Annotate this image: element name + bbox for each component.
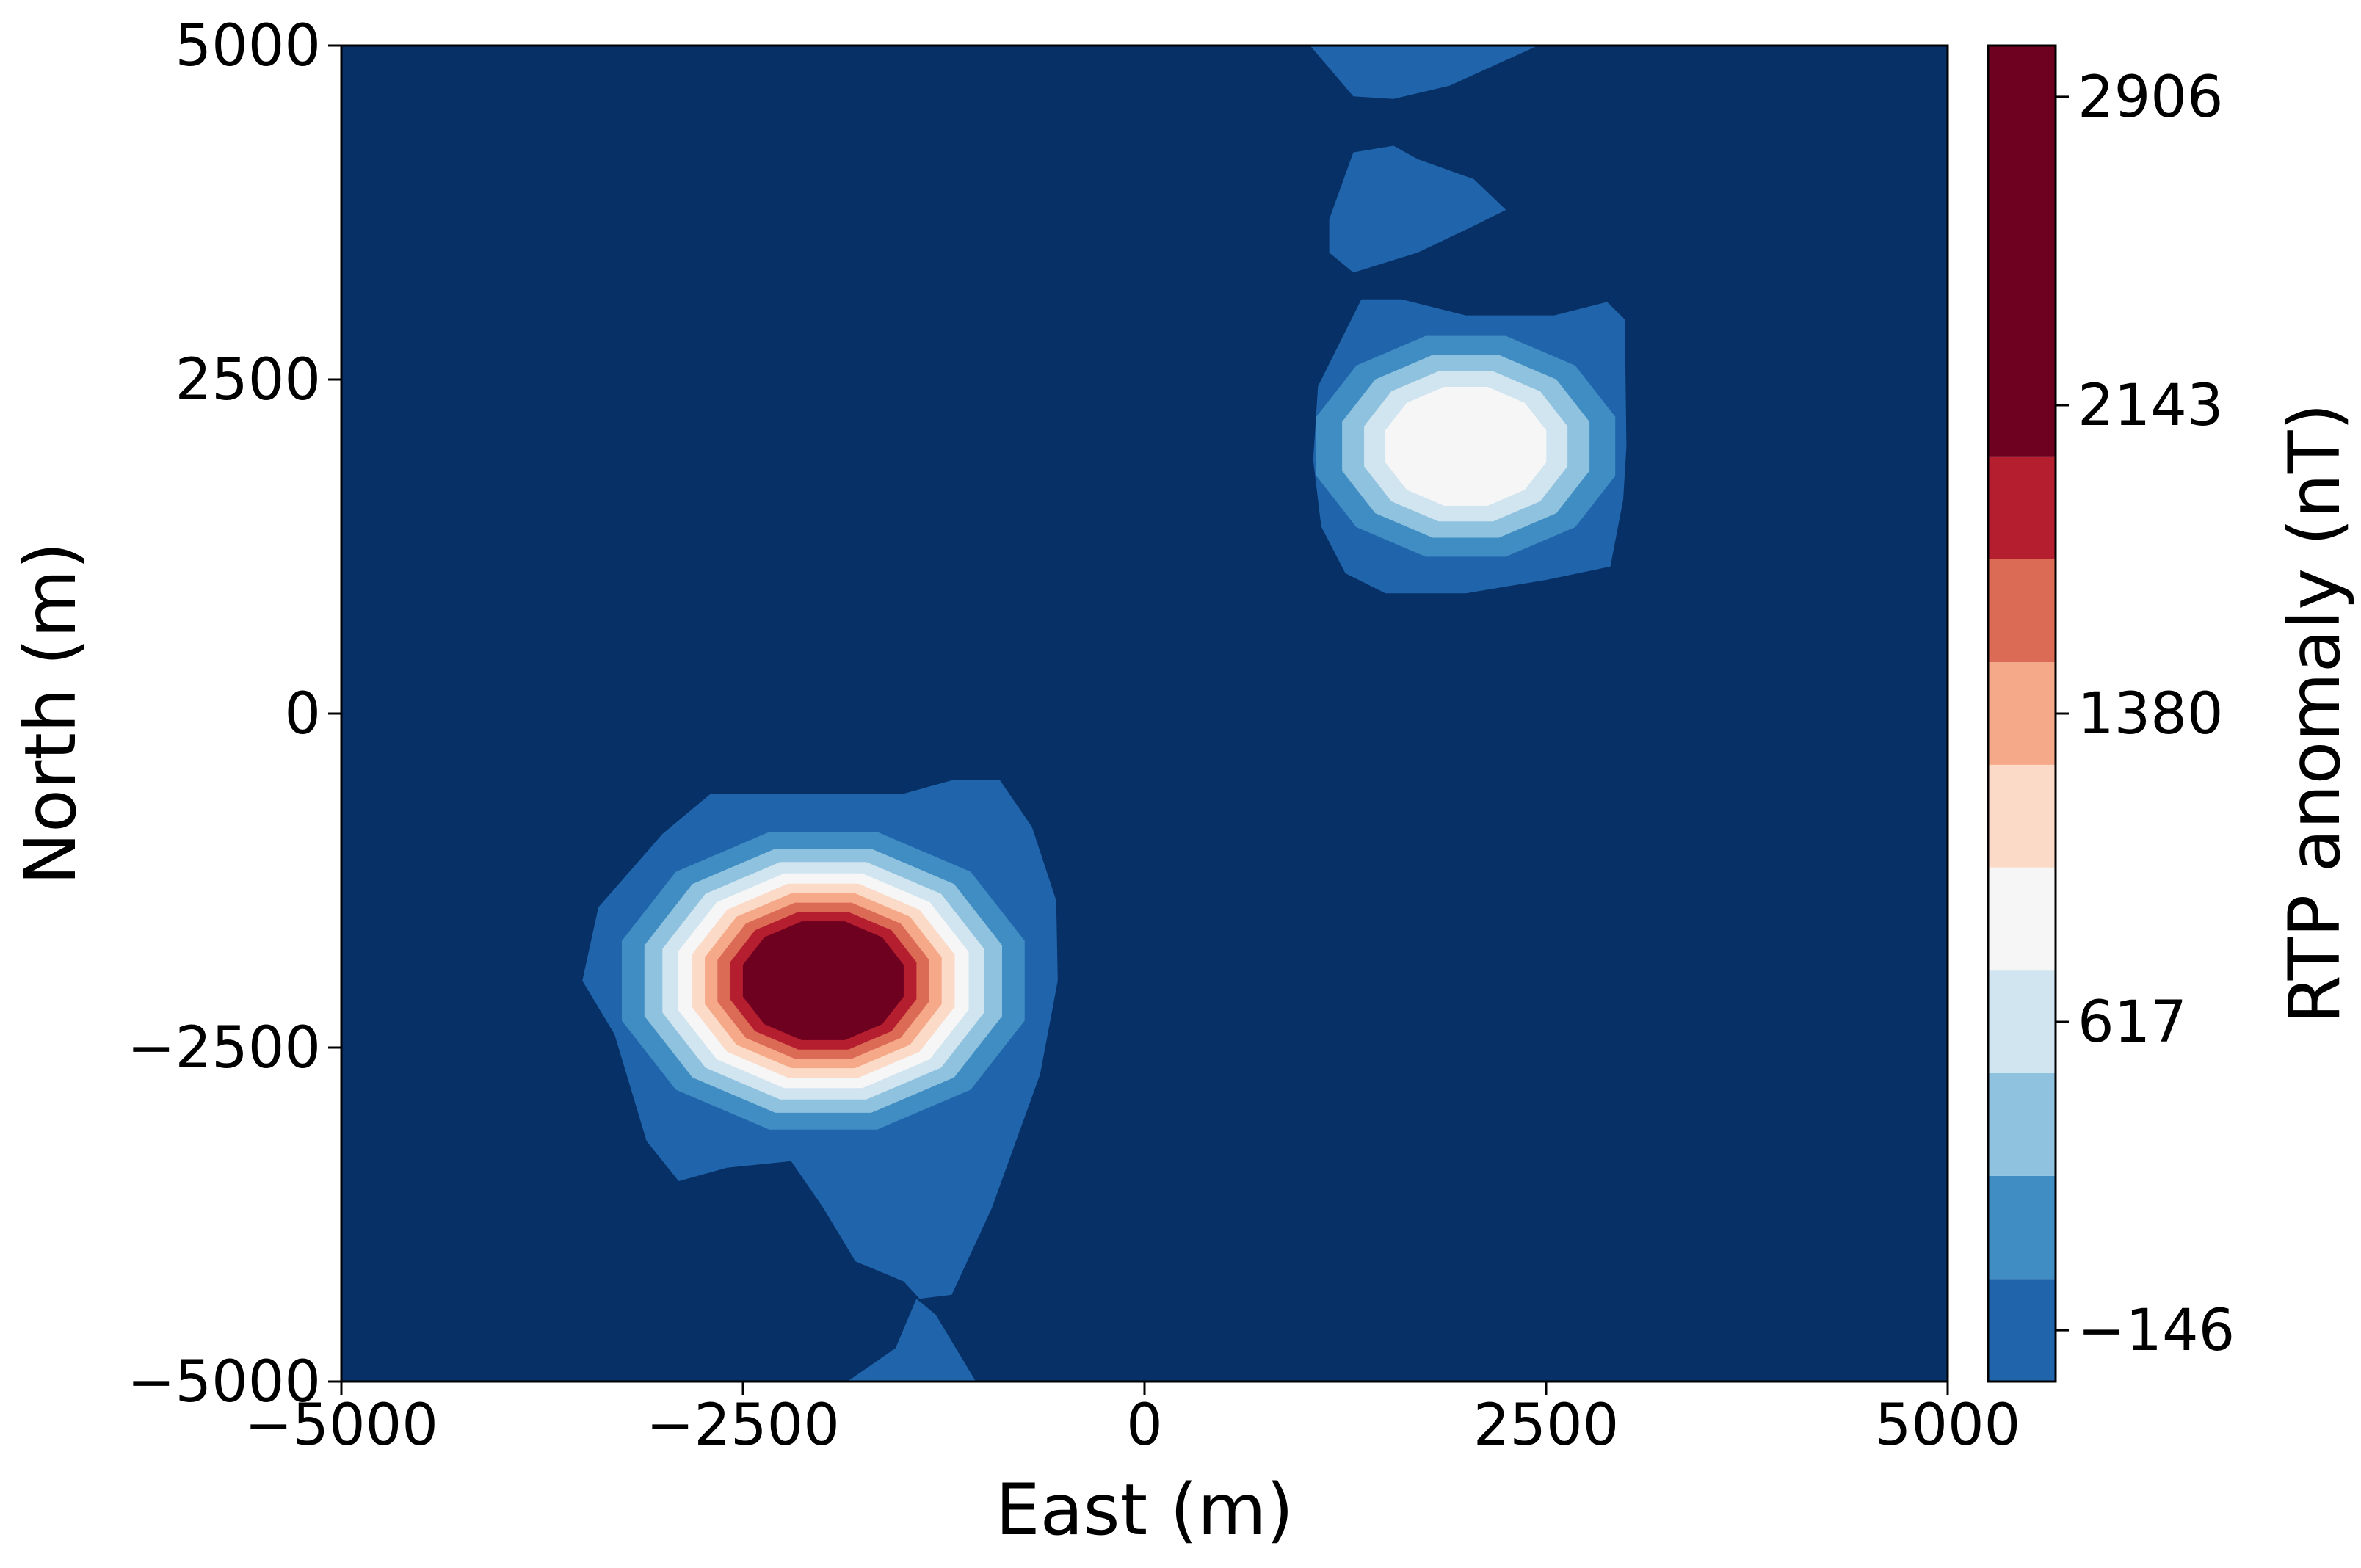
x-tick-label: −5000 [244, 1393, 438, 1459]
colorbar-tick-label: 2906 [2078, 65, 2224, 131]
plot-area [340, 44, 1949, 1383]
y-axis: −5000 −2500 0 2500 5000 [127, 13, 341, 1415]
y-tick-label: 2500 [175, 347, 321, 413]
colorbar-tick-label: 1380 [2078, 681, 2224, 747]
colorbar-swatch [1988, 1175, 2056, 1280]
y-tick-label: −2500 [127, 1015, 321, 1081]
colorbar-swatch [1988, 662, 2056, 765]
colorbar-swatch [1988, 1279, 2056, 1382]
colorbar-tick-label: 2143 [2078, 373, 2224, 439]
colorbar-tick-label: −146 [2078, 1298, 2235, 1364]
anomaly-northeast-band-5 [1385, 387, 1547, 506]
x-axis: −5000 −2500 0 2500 5000 [244, 1382, 2020, 1459]
x-tick-label: 0 [1126, 1393, 1163, 1459]
colorbar-swatch [1988, 867, 2056, 971]
y-tick-label: 0 [284, 681, 321, 747]
colorbar-swatch [1988, 46, 2056, 457]
y-tick-label: 5000 [175, 13, 321, 79]
colorbar-swatch [1988, 559, 2056, 663]
contour-low-region-2 [847, 1299, 976, 1382]
x-tick-label: −2500 [646, 1393, 840, 1459]
contour-low-region-5 [1310, 46, 1539, 99]
colorbar-swatch [1988, 456, 2056, 559]
anomaly-southwest-band-10 [742, 921, 904, 1040]
colorbar-swatch [1988, 970, 2056, 1073]
colorbar-swatch [1988, 1072, 2056, 1176]
plot-background [341, 46, 1948, 1382]
y-tick-label: −5000 [127, 1349, 321, 1415]
x-tick-label: 5000 [1875, 1393, 2021, 1459]
colorbar-swatch [1988, 764, 2056, 868]
colorbar-label: RTP anomaly (nT) [2274, 403, 2356, 1024]
colorbar: −146 617 1380 2143 2906 [1987, 44, 2235, 1383]
contour-low-region-4 [1329, 145, 1506, 273]
x-axis-label: East (m) [995, 1469, 1294, 1551]
contour-fill-layer [582, 46, 1627, 1382]
colorbar-tick-label: 617 [2078, 990, 2187, 1056]
y-axis-label: North (m) [10, 542, 92, 885]
x-tick-label: 2500 [1473, 1393, 1620, 1459]
